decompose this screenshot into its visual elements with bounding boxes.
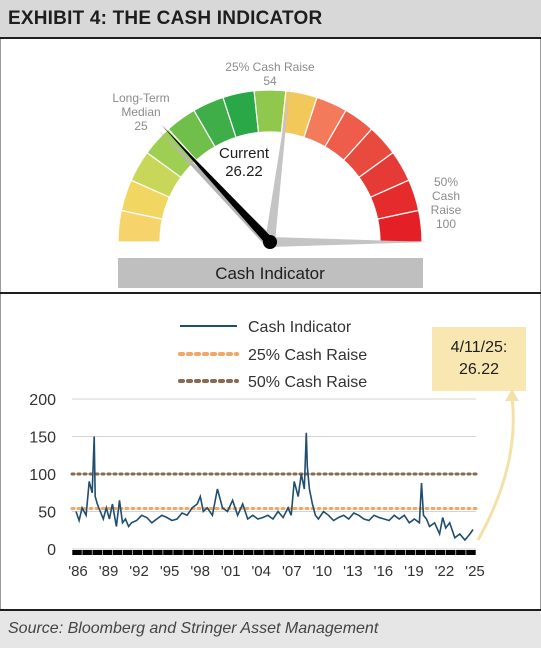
y-tick-label: 50 xyxy=(38,505,56,522)
source-bar xyxy=(0,611,541,648)
x-tick-label: '01 xyxy=(221,563,241,580)
gauge-segments xyxy=(117,89,423,243)
x-tick-label: '25 xyxy=(465,563,485,580)
raise50-label-line1: 50% xyxy=(434,175,458,189)
x-axis: '86 '89 '92 '95 '98 '01 '04 '07 '10 '13 '16 '19 '22 '… xyxy=(68,550,485,580)
date-callout-box xyxy=(432,327,526,391)
date-callout-value: 26.22 xyxy=(459,361,499,378)
cash-indicator-chart: Cash Indicator 25% Cash Raise 50% Cash R… xyxy=(29,319,526,580)
current-needle xyxy=(161,124,274,246)
page-title: EXHIBIT 4: THE CASH INDICATOR xyxy=(8,8,323,29)
y-tick-label: 150 xyxy=(29,430,56,447)
x-tick-label: '13 xyxy=(343,563,363,580)
gauge-caption-box xyxy=(118,258,423,288)
raise25-label-value: 54 xyxy=(263,74,277,88)
y-tick-label: 0 xyxy=(47,542,56,559)
callout-arrow xyxy=(476,396,515,541)
title-bar xyxy=(0,0,541,37)
x-tick-label: '95 xyxy=(160,563,180,580)
source-divider xyxy=(0,609,541,611)
title-divider xyxy=(0,37,541,39)
raise50-label-line2: Cash xyxy=(432,189,460,203)
x-tick-label: '16 xyxy=(374,563,394,580)
current-label: Current xyxy=(219,145,270,162)
gauge-pivot xyxy=(263,235,277,249)
reference-lines xyxy=(70,472,478,510)
raise50-label-value: 100 xyxy=(436,217,456,231)
x-tick-label: '04 xyxy=(251,563,271,580)
x-tick-label: '22 xyxy=(435,563,455,580)
legend-label-50-raise: 50% Cash Raise xyxy=(248,374,367,391)
median-label-line2: Median xyxy=(121,105,160,119)
gauge-caption: Cash Indicator xyxy=(215,264,325,283)
legend-label-25-raise: 25% Cash Raise xyxy=(248,347,367,364)
callout-arrowhead xyxy=(505,389,519,401)
current-value: 26.22 xyxy=(225,163,263,180)
x-tick-label: '86 xyxy=(68,563,88,580)
x-tick-label: '07 xyxy=(282,563,302,580)
x-tick-label: '92 xyxy=(129,563,149,580)
y-tick-label: 200 xyxy=(29,392,56,409)
x-tick-label: '89 xyxy=(99,563,119,580)
section-divider xyxy=(0,292,541,294)
raise25-needle xyxy=(265,85,290,243)
raise25-label-line1: 25% Cash Raise xyxy=(225,60,315,74)
gauge-segment xyxy=(253,89,287,134)
source-note: Source: Bloomberg and Stringer Asset Man… xyxy=(8,620,379,637)
x-tick-label: '19 xyxy=(404,563,424,580)
x-tick-label: '10 xyxy=(313,563,333,580)
legend-label-cash-indicator: Cash Indicator xyxy=(248,319,352,336)
cash-gauge: Long-Term Median 25 25% Cash Raise 54 Cu… xyxy=(112,60,462,288)
gauge-needles xyxy=(158,85,428,247)
date-callout-date: 4/11/25: xyxy=(451,339,508,356)
chart-legend: Cash Indicator 25% Cash Raise 50% Cash R… xyxy=(178,319,367,391)
raise50-needle xyxy=(270,237,428,247)
series-line-cash-indicator xyxy=(75,432,474,542)
median-label-value: 25 xyxy=(134,119,148,133)
raise50-label-line3: Raise xyxy=(431,203,462,217)
y-tick-label: 100 xyxy=(29,467,56,484)
x-tick-label: '98 xyxy=(190,563,210,580)
median-label-line1: Long-Term xyxy=(112,91,169,105)
